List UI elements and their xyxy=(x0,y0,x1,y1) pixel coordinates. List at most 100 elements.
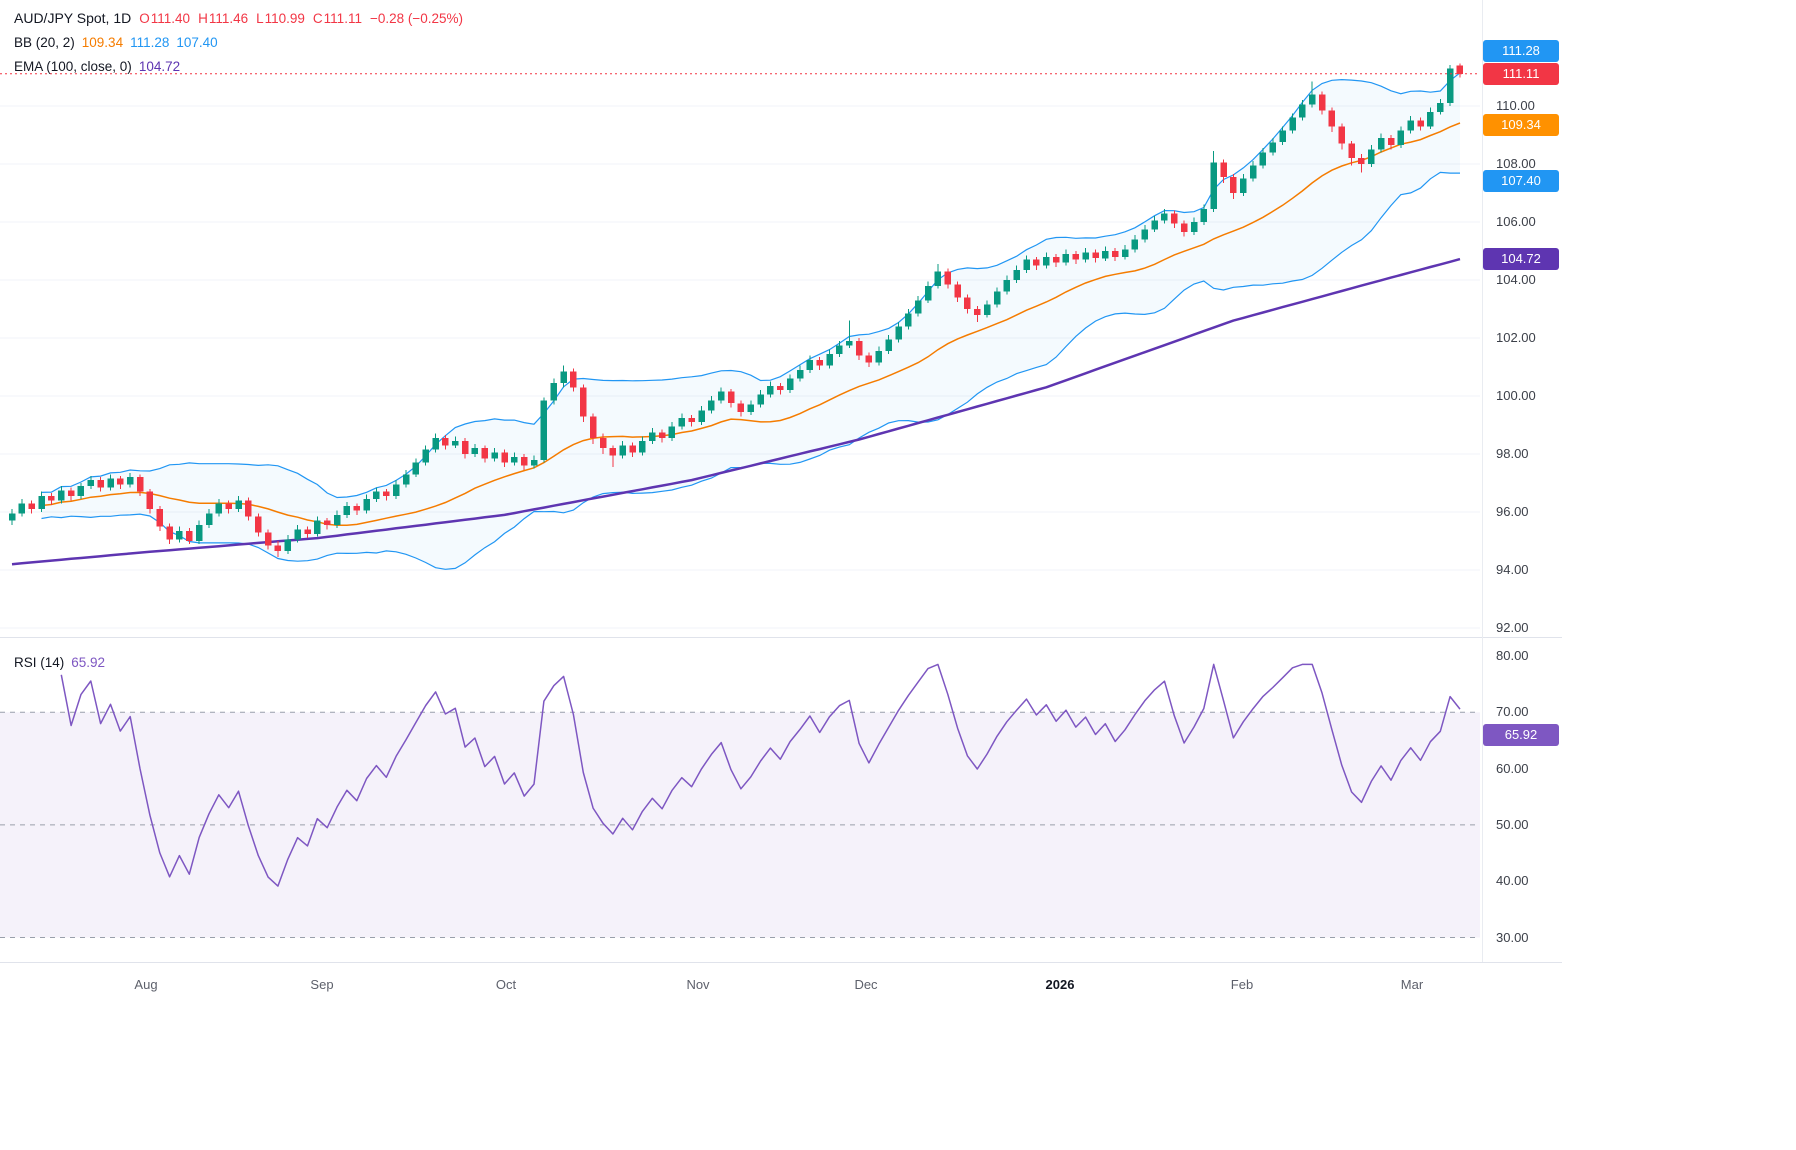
main-price-pane[interactable] xyxy=(0,0,1480,637)
ema-badge: 104.72 xyxy=(1483,248,1559,271)
rsi-tick-label: 70.00 xyxy=(1496,704,1529,720)
candle-body xyxy=(914,300,922,314)
rsi-tick-label: 30.00 xyxy=(1496,929,1529,945)
time-label-mar: Mar xyxy=(1400,977,1424,992)
candle-body xyxy=(58,490,65,501)
rsi-pane[interactable] xyxy=(0,637,1480,962)
candle-body xyxy=(1161,213,1168,221)
candle-body xyxy=(412,462,420,475)
candle-body xyxy=(422,449,429,463)
candle-body xyxy=(1249,165,1257,179)
candle-body xyxy=(1230,177,1237,193)
bb-basis-value: 109.34 xyxy=(81,34,124,50)
candle-body xyxy=(274,545,282,552)
candle-body xyxy=(924,285,932,301)
candle-body xyxy=(1446,68,1454,104)
candle-body xyxy=(826,353,833,366)
candle-body xyxy=(146,491,154,510)
candle-body xyxy=(983,304,991,315)
candle-body xyxy=(314,520,321,534)
candle-body xyxy=(1338,126,1345,144)
candle-body xyxy=(1289,117,1296,131)
candle-body xyxy=(1368,149,1375,164)
ohlc-high-value: 111.46 xyxy=(208,10,249,26)
candle-body xyxy=(1023,259,1030,270)
candle-body xyxy=(1328,110,1336,127)
candle-body xyxy=(905,313,912,327)
ohlc-low-label: L xyxy=(256,10,264,26)
candle-body xyxy=(599,438,607,449)
candle-body xyxy=(1112,251,1119,257)
price-change: −0.28 (−0.25%) xyxy=(369,10,464,26)
candle-body xyxy=(964,297,971,309)
candle-body xyxy=(323,520,331,526)
candle-body xyxy=(727,391,735,404)
candle-body xyxy=(1082,252,1089,260)
candle-body xyxy=(560,371,567,383)
ema-line xyxy=(11,257,1461,566)
candle-body xyxy=(658,432,666,439)
price-tick-label: 92.00 xyxy=(1496,620,1529,635)
time-label-nov: Nov xyxy=(686,977,710,992)
candle-body xyxy=(1190,222,1198,233)
candle-body xyxy=(619,445,626,456)
candle-body xyxy=(1309,94,1316,105)
candle-body xyxy=(895,326,902,340)
time-label-sep: Sep xyxy=(310,977,334,992)
candle-body xyxy=(373,491,380,499)
candle-body xyxy=(1062,253,1070,263)
candle-body xyxy=(1358,158,1365,164)
bb-legend-row[interactable]: BB (20, 2) 109.34 111.28 107.40 xyxy=(14,30,463,54)
candle-body xyxy=(668,426,676,438)
price-tick-label: 100.00 xyxy=(1496,388,1536,403)
time-axis[interactable]: Aug Sep Oct Nov Dec 2026 Feb Mar xyxy=(0,962,1562,1006)
last-price-badge: 111.11 xyxy=(1483,62,1559,85)
ema-legend-row[interactable]: EMA (100, close, 0) 104.72 xyxy=(14,54,463,78)
candle-body xyxy=(846,340,853,346)
candle-body xyxy=(806,359,814,370)
candle-body xyxy=(304,529,311,534)
candle-body xyxy=(294,529,301,540)
candle-body xyxy=(471,448,479,454)
candle-body xyxy=(333,514,341,526)
candle-body xyxy=(1102,251,1109,259)
candle-body xyxy=(629,445,636,453)
bb-upper-badge: 111.28 xyxy=(1483,39,1559,62)
price-tick-label: 94.00 xyxy=(1496,562,1529,577)
candle-body xyxy=(1240,178,1247,193)
candle-body xyxy=(865,355,873,363)
candle-body xyxy=(1033,259,1040,266)
price-tick-label: 106.00 xyxy=(1496,214,1536,229)
time-label-dec: Dec xyxy=(854,977,878,992)
candle-body xyxy=(550,382,557,401)
candle-body xyxy=(491,452,498,459)
candle-body xyxy=(264,532,272,546)
symbol-legend-row[interactable]: AUD/JPY Spot, 1D O 111.40 H 111.46 L 110.99… xyxy=(14,6,463,30)
candle-body xyxy=(1348,143,1355,159)
candle-body xyxy=(107,478,114,488)
price-tick-label: 108.00 xyxy=(1496,156,1536,171)
candle-body xyxy=(934,271,942,286)
candle-body xyxy=(855,340,863,356)
candle-body xyxy=(1397,130,1405,146)
ohlc-low-value: 110.99 xyxy=(264,10,305,26)
candle-body xyxy=(1269,142,1276,153)
candle-body xyxy=(1427,111,1434,127)
rsi-tick-label: 40.00 xyxy=(1496,873,1529,889)
pane-separator[interactable] xyxy=(0,637,1562,638)
rsi-line xyxy=(60,663,1461,887)
rsi-legend[interactable]: RSI (14) 65.92 xyxy=(14,650,105,674)
candle-body xyxy=(530,459,538,466)
candle-body xyxy=(649,432,656,441)
candle-body xyxy=(1279,130,1286,143)
candle-body xyxy=(1141,229,1148,240)
candle-body xyxy=(225,503,232,510)
candle-body xyxy=(1220,162,1227,178)
bb-lower-badge: 107.40 xyxy=(1483,170,1559,193)
candle-body xyxy=(432,438,439,450)
candle-body xyxy=(639,440,646,453)
candle-body xyxy=(570,371,577,388)
candle-body xyxy=(8,513,16,521)
bb-upper-value: 111.28 xyxy=(130,34,170,50)
